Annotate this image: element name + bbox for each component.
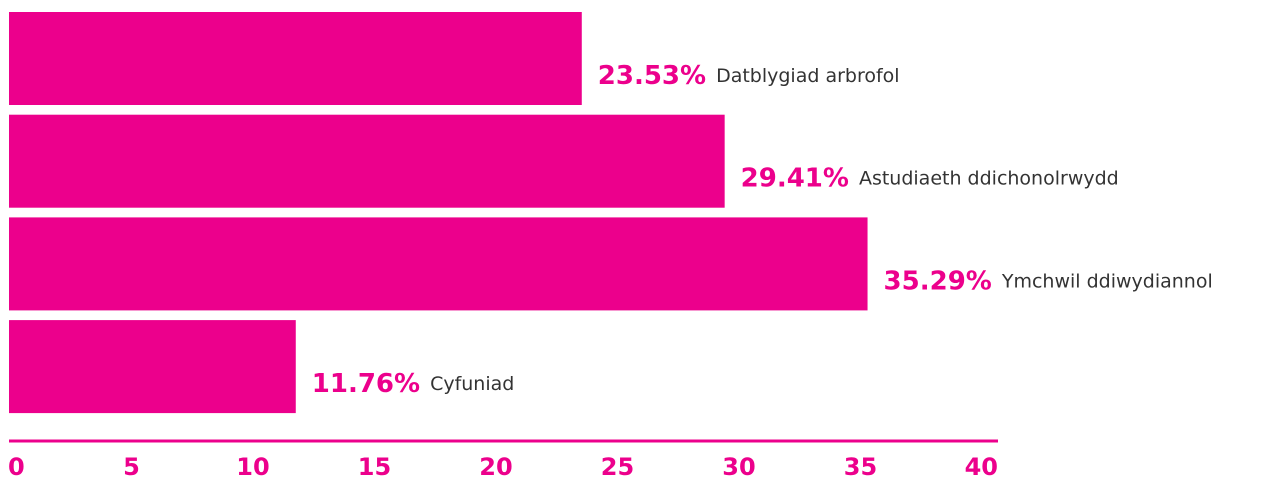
value-label: 35.29% (884, 266, 992, 296)
value-label: 23.53% (598, 61, 706, 91)
x-tick-label: 30 (722, 453, 755, 481)
x-tick-label: 40 (965, 453, 998, 481)
value-label: 29.41% (741, 163, 849, 193)
bar (9, 217, 868, 311)
value-label: 11.76% (312, 369, 420, 399)
x-tick-label: 20 (479, 453, 512, 481)
x-tick-label: 0 (8, 453, 25, 481)
bar (9, 320, 296, 414)
x-tick-label: 5 (123, 453, 140, 481)
x-tick-label: 35 (844, 453, 877, 481)
category-label: Datblygiad arbrofol (716, 65, 900, 87)
category-label: Cyfuniad (430, 373, 514, 395)
category-label: Ymchwil ddiwydiannol (1001, 270, 1213, 292)
bar-label: 23.53% Datblygiad arbrofol (598, 61, 900, 91)
bar (9, 114, 725, 208)
x-tick-label: 10 (236, 453, 269, 481)
x-tick-label: 25 (601, 453, 634, 481)
category-label: Astudiaeth ddichonolrwydd (859, 167, 1119, 189)
bar-label: 29.41% Astudiaeth ddichonolrwydd (741, 163, 1119, 193)
bar-label: 35.29% Ymchwil ddiwydiannol (884, 266, 1213, 296)
x-tick-label: 15 (358, 453, 391, 481)
bar-label: 11.76% Cyfuniad (312, 369, 515, 399)
bar (9, 12, 582, 105)
